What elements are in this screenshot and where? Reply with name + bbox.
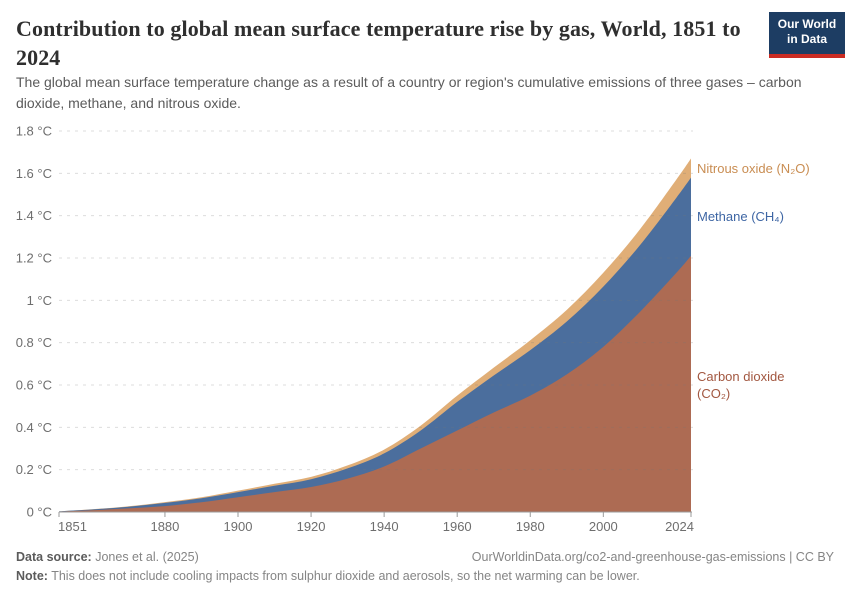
series-label-carbon-dioxide[interactable]: Carbon dioxide (CO₂) xyxy=(697,369,785,401)
area-carbon-dioxide[interactable] xyxy=(59,255,691,512)
series-label-nitrous-oxide[interactable]: Nitrous oxide (N₂O) xyxy=(697,161,810,176)
y-tick-label: 0 °C xyxy=(27,505,52,520)
x-tick-label: 1980 xyxy=(516,519,545,534)
y-tick-label: 1.2 °C xyxy=(16,251,52,266)
data-source-line: Data source: Jones et al. (2025) xyxy=(16,548,199,567)
x-tick-label: 1900 xyxy=(224,519,253,534)
x-tick-label: 1851 xyxy=(58,519,87,534)
data-source-label: Data source: xyxy=(16,550,92,564)
y-tick-label: 1.8 °C xyxy=(16,124,52,139)
owid-url[interactable]: OurWorldinData.org/co2-and-greenhouse-ga… xyxy=(471,550,834,564)
x-tick-label: 1940 xyxy=(370,519,399,534)
y-tick-label: 1 °C xyxy=(27,293,52,308)
note-line: Note: This does not include cooling impa… xyxy=(16,567,640,586)
chart-footer: Data source: Jones et al. (2025) OurWorl… xyxy=(16,548,834,587)
x-tick-label: 1880 xyxy=(150,519,179,534)
owid-logo-line2: in Data xyxy=(786,32,827,46)
chart-subtitle: The global mean surface temperature chan… xyxy=(16,74,802,111)
x-tick-label: 1920 xyxy=(297,519,326,534)
y-tick-label: 0.2 °C xyxy=(16,462,52,477)
data-source-text: Jones et al. (2025) xyxy=(91,550,199,564)
note-label: Note: xyxy=(16,569,48,584)
y-tick-label: 0.8 °C xyxy=(16,335,52,350)
owid-logo-line1: Our World xyxy=(777,17,837,31)
series-label-methane[interactable]: Methane (CH₄) xyxy=(697,209,784,224)
page-title: Contribution to global mean surface temp… xyxy=(16,16,741,71)
x-tick-label: 2024 xyxy=(665,519,694,534)
note-text: This does not include cooling impacts fr… xyxy=(47,569,640,584)
y-tick-label: 1.4 °C xyxy=(16,208,52,223)
y-tick-label: 0.6 °C xyxy=(16,378,52,393)
owid-logo[interactable]: Our World in Data xyxy=(769,12,845,58)
y-tick-label: 0.4 °C xyxy=(16,420,52,435)
y-tick-label: 1.6 °C xyxy=(16,166,52,181)
x-tick-label: 1960 xyxy=(443,519,472,534)
x-tick-label: 2000 xyxy=(589,519,618,534)
